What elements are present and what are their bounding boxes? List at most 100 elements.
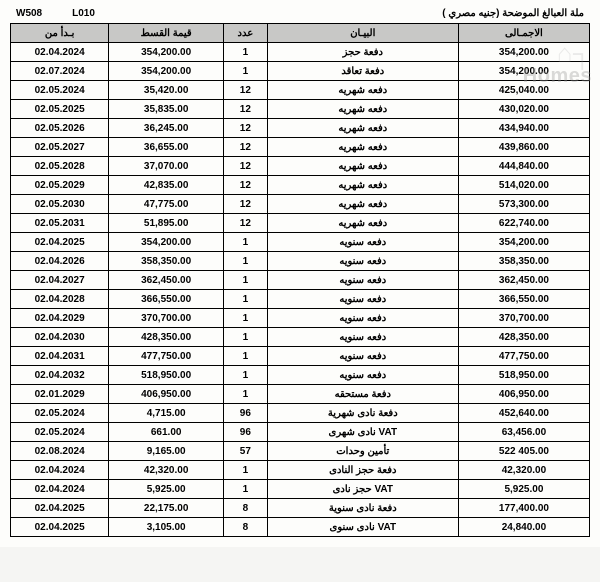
table-row: 02.04.20253,105.008VAT نادى سنوى24,840.0… <box>11 518 590 537</box>
cell-date: 02.04.2024 <box>11 43 109 62</box>
cell-count: 1 <box>224 309 268 328</box>
code-w: W508 <box>16 8 42 19</box>
table-header-row: بـدأ من قيمة القسط عدد البيـان الاجمـالى <box>11 24 590 43</box>
cell-desc: دفعه شهريه <box>267 138 458 157</box>
cell-amount: 51,895.00 <box>109 214 224 233</box>
cell-amount: 42,835.00 <box>109 176 224 195</box>
cell-total: 477,750.00 <box>458 347 589 366</box>
cell-total: 434,940.00 <box>458 119 589 138</box>
cell-amount: 518,950.00 <box>109 366 224 385</box>
col-amount: قيمة القسط <box>109 24 224 43</box>
cell-total: 362,450.00 <box>458 271 589 290</box>
cell-amount: 35,835.00 <box>109 100 224 119</box>
cell-total: 573,300.00 <box>458 195 589 214</box>
cell-count: 1 <box>224 290 268 309</box>
cell-amount: 661.00 <box>109 423 224 442</box>
cell-desc: دفعه سنويه <box>267 233 458 252</box>
cell-desc: دفعه شهريه <box>267 195 458 214</box>
table-row: 02.05.2024661.0096VAT نادى شهرى63,456.00 <box>11 423 590 442</box>
table-row: 02.05.203151,895.0012دفعه شهريه622,740.0… <box>11 214 590 233</box>
cell-amount: 366,550.00 <box>109 290 224 309</box>
cell-amount: 47,775.00 <box>109 195 224 214</box>
cell-desc: دفعة مستحقه <box>267 385 458 404</box>
cell-count: 12 <box>224 81 268 100</box>
col-total: الاجمـالى <box>458 24 589 43</box>
cell-count: 12 <box>224 176 268 195</box>
cell-total: 444,840.00 <box>458 157 589 176</box>
cell-desc: VAT حجز نادى <box>267 480 458 499</box>
col-date: بـدأ من <box>11 24 109 43</box>
table-row: 02.04.2027362,450.001دفعه سنويه362,450.0… <box>11 271 590 290</box>
table-row: 02.07.2024354,200.001دفعة تعاقد354,200.0… <box>11 62 590 81</box>
cell-count: 1 <box>224 461 268 480</box>
table-row: 02.04.2030428,350.001دفعه سنويه428,350.0… <box>11 328 590 347</box>
cell-total: 406,950.00 <box>458 385 589 404</box>
col-count: عدد <box>224 24 268 43</box>
cell-total: 63,456.00 <box>458 423 589 442</box>
cell-count: 1 <box>224 271 268 290</box>
cell-desc: دفعة نادى سنوية <box>267 499 458 518</box>
table-row: 02.04.2031477,750.001دفعه سنويه477,750.0… <box>11 347 590 366</box>
cell-date: 02.04.2024 <box>11 480 109 499</box>
col-desc: البيـان <box>267 24 458 43</box>
cell-date: 02.05.2024 <box>11 423 109 442</box>
table-row: 02.04.202442,320.001دفعة حجز النادى42,32… <box>11 461 590 480</box>
cell-total: 5,925.00 <box>458 480 589 499</box>
cell-desc: VAT نادى شهرى <box>267 423 458 442</box>
cell-total: 622,740.00 <box>458 214 589 233</box>
cell-desc: دفعة نادى شهرية <box>267 404 458 423</box>
cell-count: 1 <box>224 366 268 385</box>
cell-date: 02.04.2025 <box>11 499 109 518</box>
cell-total: 354,200.00 <box>458 233 589 252</box>
table-row: 02.05.202535,835.0012دفعه شهريه430,020.0… <box>11 100 590 119</box>
table-row: 02.04.2025354,200.001دفعه سنويه354,200.0… <box>11 233 590 252</box>
cell-total: 522 405.00 <box>458 442 589 461</box>
cell-count: 1 <box>224 233 268 252</box>
cell-desc: دفعه سنويه <box>267 252 458 271</box>
cell-date: 02.04.2028 <box>11 290 109 309</box>
table-row: 02.05.202736,655.0012دفعه شهريه439,860.0… <box>11 138 590 157</box>
table-row: 02.05.203047,775.0012دفعه شهريه573,300.0… <box>11 195 590 214</box>
cell-total: 430,020.00 <box>458 100 589 119</box>
table-row: 02.04.20245,925.001VAT حجز نادى5,925.00 <box>11 480 590 499</box>
cell-desc: دفعه شهريه <box>267 119 458 138</box>
cell-count: 57 <box>224 442 268 461</box>
cell-desc: دفعه سنويه <box>267 309 458 328</box>
table-row: 02.04.2032518,950.001دفعه سنويه518,950.0… <box>11 366 590 385</box>
cell-date: 02.05.2024 <box>11 81 109 100</box>
cell-date: 02.04.2026 <box>11 252 109 271</box>
table-row: 02.01.2029406,950.001دفعة مستحقه406,950.… <box>11 385 590 404</box>
cell-total: 366,550.00 <box>458 290 589 309</box>
table-row: 02.04.2029370,700.001دفعه سنويه370,700.0… <box>11 309 590 328</box>
table-row: 02.05.20244,715.0096دفعة نادى شهرية452,6… <box>11 404 590 423</box>
payments-table: بـدأ من قيمة القسط عدد البيـان الاجمـالى… <box>10 23 590 537</box>
cell-desc: دفعه سنويه <box>267 328 458 347</box>
table-row: 02.05.202942,835.0012دفعه شهريه514,020.0… <box>11 176 590 195</box>
cell-desc: دفعة حجز النادى <box>267 461 458 480</box>
cell-amount: 370,700.00 <box>109 309 224 328</box>
table-row: 02.04.2028366,550.001دفعه سنويه366,550.0… <box>11 290 590 309</box>
cell-amount: 354,200.00 <box>109 43 224 62</box>
cell-total: 518,950.00 <box>458 366 589 385</box>
table-row: 02.04.202522,175.008دفعة نادى سنوية177,4… <box>11 499 590 518</box>
cell-count: 1 <box>224 347 268 366</box>
cell-date: 02.04.2031 <box>11 347 109 366</box>
cell-desc: دفعه شهريه <box>267 100 458 119</box>
cell-date: 02.08.2024 <box>11 442 109 461</box>
cell-amount: 22,175.00 <box>109 499 224 518</box>
cell-total: 370,700.00 <box>458 309 589 328</box>
cell-desc: دفعه شهريه <box>267 81 458 100</box>
cell-count: 12 <box>224 157 268 176</box>
code-l: L010 <box>72 8 95 19</box>
cell-date: 02.04.2027 <box>11 271 109 290</box>
cell-total: 354,200.00 <box>458 62 589 81</box>
cell-date: 02.04.2025 <box>11 233 109 252</box>
cell-date: 02.04.2024 <box>11 461 109 480</box>
cell-count: 8 <box>224 499 268 518</box>
cell-date: 02.05.2030 <box>11 195 109 214</box>
cell-date: 02.04.2029 <box>11 309 109 328</box>
table-row: 02.05.202837,070.0012دفعه شهريه444,840.0… <box>11 157 590 176</box>
cell-amount: 406,950.00 <box>109 385 224 404</box>
cell-total: 354,200.00 <box>458 43 589 62</box>
cell-date: 02.04.2030 <box>11 328 109 347</box>
